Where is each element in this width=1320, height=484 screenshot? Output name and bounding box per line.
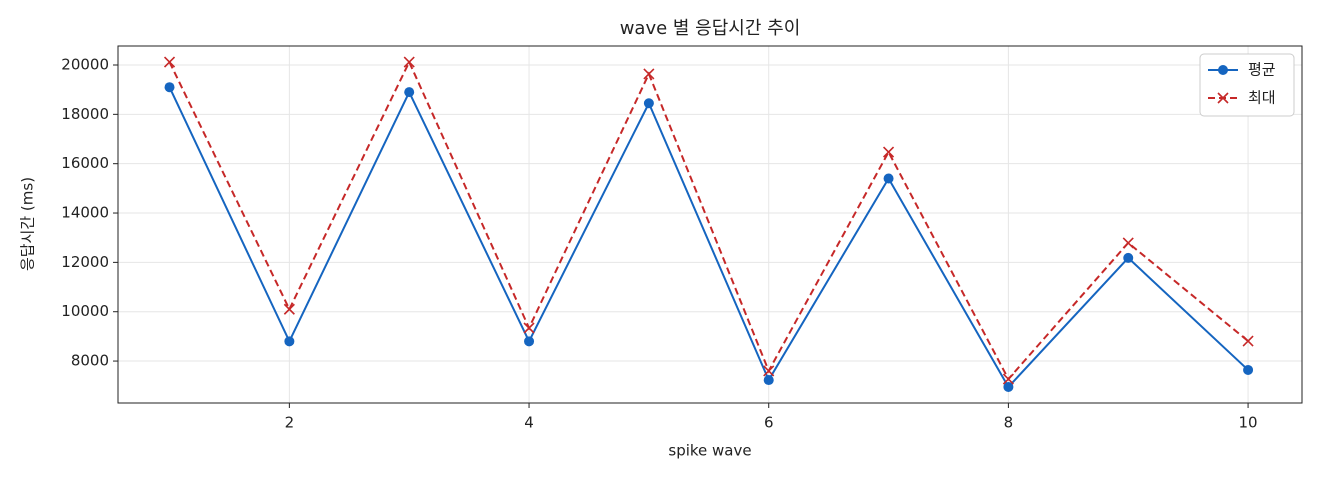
legend-marker [1218, 65, 1228, 75]
point [1243, 364, 1254, 375]
point [883, 173, 894, 184]
legend-box [1199, 53, 1295, 117]
point [643, 68, 655, 80]
point [283, 303, 295, 315]
x-axis-label: spike wave [668, 442, 751, 460]
series-line [168, 86, 1249, 389]
x-tick-label: 8 [1004, 414, 1014, 432]
y-tick-label: 14000 [61, 204, 109, 222]
x-tick-label: 2 [285, 414, 295, 432]
point [1123, 252, 1134, 263]
point [1122, 237, 1134, 249]
y-tick-label: 12000 [61, 253, 109, 271]
y-tick-label: 18000 [61, 105, 109, 123]
x-tick-label: 6 [764, 414, 774, 432]
y-tick-label: 16000 [61, 154, 109, 172]
y-tick-label: 20000 [61, 55, 109, 73]
y-axis-label: 응답시간 (ms) [19, 177, 37, 271]
legend-label: 최대 [1248, 89, 1276, 107]
y-tick-label: 10000 [61, 302, 109, 320]
x-tick-label: 4 [524, 414, 534, 432]
point [404, 87, 415, 98]
chart-title: wave 별 응답시간 추이 [620, 18, 801, 39]
plot-frame [117, 45, 1303, 404]
legend-marker [1217, 92, 1229, 104]
point [1003, 381, 1014, 392]
point [763, 375, 774, 386]
point [643, 98, 654, 109]
x-tick-label: 10 [1239, 414, 1258, 432]
point [1002, 373, 1014, 385]
point [164, 82, 175, 93]
point [403, 56, 415, 68]
point [284, 336, 295, 347]
y-tick-label: 8000 [71, 352, 109, 370]
point [163, 56, 176, 68]
point [763, 365, 775, 377]
legend-label: 평균 [1248, 61, 1276, 79]
point [523, 322, 535, 334]
point [882, 146, 895, 158]
point [1242, 335, 1254, 347]
series-line [168, 59, 1249, 381]
point [524, 336, 535, 347]
